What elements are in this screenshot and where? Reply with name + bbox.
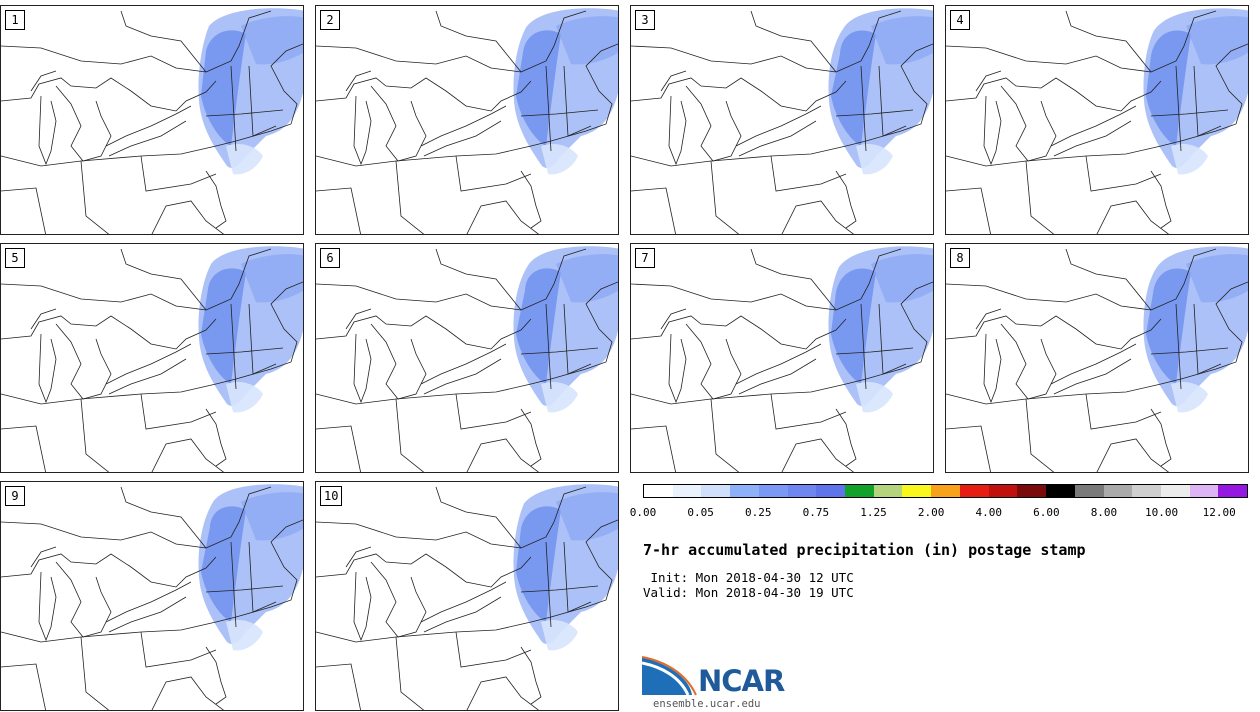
colorbar-tick-label: 0.00 [629, 506, 657, 519]
precip-map [631, 246, 933, 472]
colorbar-segment [816, 485, 846, 497]
member-map-panel: 8 [945, 243, 1249, 473]
precip-map [316, 484, 618, 710]
precip-map [316, 8, 618, 234]
colorbar-tick-label: 1.25 [860, 506, 887, 519]
colorbar-segment [1132, 485, 1161, 497]
member-map-panel: 7 [630, 243, 934, 473]
member-label: 5 [5, 248, 25, 268]
init-time: Init: Mon 2018-04-30 12 UTC [643, 570, 854, 585]
member-label: 3 [635, 10, 655, 30]
precip-map [1, 484, 303, 710]
colorbar-tick-label: 12.00 [1202, 506, 1236, 519]
colorbar-segment [1160, 485, 1190, 497]
member-map-panel: 9 [0, 481, 304, 711]
colorbar-tick-label: 6.00 [1033, 506, 1060, 519]
colorbar-segment [730, 485, 759, 497]
colorbar-segment [644, 485, 673, 497]
ncar-logo-icon [642, 656, 697, 696]
colorbar-tick-label: 0.05 [687, 506, 714, 519]
member-label: 10 [320, 486, 343, 506]
precip-map [1, 246, 303, 472]
member-map-panel: 1 [0, 5, 304, 235]
member-map-panel: 4 [945, 5, 1249, 235]
precip-map [946, 246, 1248, 472]
colorbar-segment [1103, 485, 1133, 497]
colorbar-segment [758, 485, 788, 497]
colorbar-tick-label: 0.25 [744, 506, 772, 519]
precip-map [946, 8, 1248, 234]
colorbar-segment [959, 485, 989, 497]
colorbar-segment [845, 485, 874, 497]
colorbar-tick-label: 4.00 [975, 506, 1002, 519]
member-map-panel: 5 [0, 243, 304, 473]
member-label: 8 [950, 248, 970, 268]
precip-map [1, 8, 303, 234]
member-map-panel: 10 [315, 481, 619, 711]
site-url: ensemble.ucar.edu [653, 698, 761, 710]
colorbar-segment [873, 485, 903, 497]
member-map-panel: 2 [315, 5, 619, 235]
colorbar-segment [1218, 485, 1248, 497]
ncar-logo-text: NCAR [698, 664, 785, 698]
member-map-panel: 6 [315, 243, 619, 473]
map-title: 7-hr accumulated precipitation (in) post… [643, 541, 1086, 559]
colorbar-tick-label: 10.00 [1145, 506, 1179, 519]
precip-colorbar [643, 484, 1248, 498]
colorbar-segment [1046, 485, 1075, 497]
colorbar-segment [787, 485, 817, 497]
member-map-panel: 3 [630, 5, 934, 235]
member-label: 7 [635, 248, 655, 268]
member-label: 1 [5, 10, 25, 30]
valid-time: Valid: Mon 2018-04-30 19 UTC [643, 585, 854, 600]
precip-map [631, 8, 933, 234]
colorbar-segment [672, 485, 702, 497]
colorbar-tick-label: 8.00 [1090, 506, 1118, 519]
member-label: 4 [950, 10, 970, 30]
member-label: 2 [320, 10, 340, 30]
colorbar-segment [1189, 485, 1219, 497]
colorbar-segment [701, 485, 731, 497]
colorbar-tick-label: 0.75 [802, 506, 830, 519]
member-label: 9 [5, 486, 25, 506]
member-label: 6 [320, 248, 340, 268]
colorbar-segment [931, 485, 960, 497]
colorbar-segment [902, 485, 932, 497]
colorbar-segment [1074, 485, 1104, 497]
colorbar-tick-label: 2.00 [917, 506, 945, 519]
precip-map [316, 246, 618, 472]
colorbar-segment [988, 485, 1018, 497]
colorbar-segment [1017, 485, 1047, 497]
